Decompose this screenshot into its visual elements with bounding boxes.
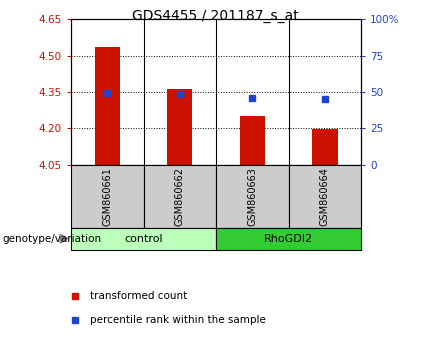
Text: percentile rank within the sample: percentile rank within the sample	[90, 315, 266, 325]
Text: GDS4455 / 201187_s_at: GDS4455 / 201187_s_at	[132, 9, 298, 23]
FancyBboxPatch shape	[71, 228, 216, 250]
FancyBboxPatch shape	[216, 165, 289, 228]
Bar	[312, 129, 338, 165]
Bar	[167, 89, 193, 165]
Text: GSM860663: GSM860663	[247, 167, 258, 226]
Text: RhoGDI2: RhoGDI2	[264, 234, 313, 244]
Text: GSM860664: GSM860664	[320, 167, 330, 226]
Text: GSM860661: GSM860661	[102, 167, 112, 226]
Text: control: control	[124, 234, 163, 244]
FancyBboxPatch shape	[216, 228, 361, 250]
FancyBboxPatch shape	[289, 165, 361, 228]
FancyArrow shape	[60, 234, 68, 243]
Bar	[240, 116, 265, 165]
FancyBboxPatch shape	[71, 165, 144, 228]
Text: transformed count: transformed count	[90, 291, 187, 301]
Bar	[95, 47, 120, 165]
FancyBboxPatch shape	[144, 165, 216, 228]
Text: genotype/variation: genotype/variation	[2, 234, 101, 244]
Text: GSM860662: GSM860662	[175, 167, 185, 226]
